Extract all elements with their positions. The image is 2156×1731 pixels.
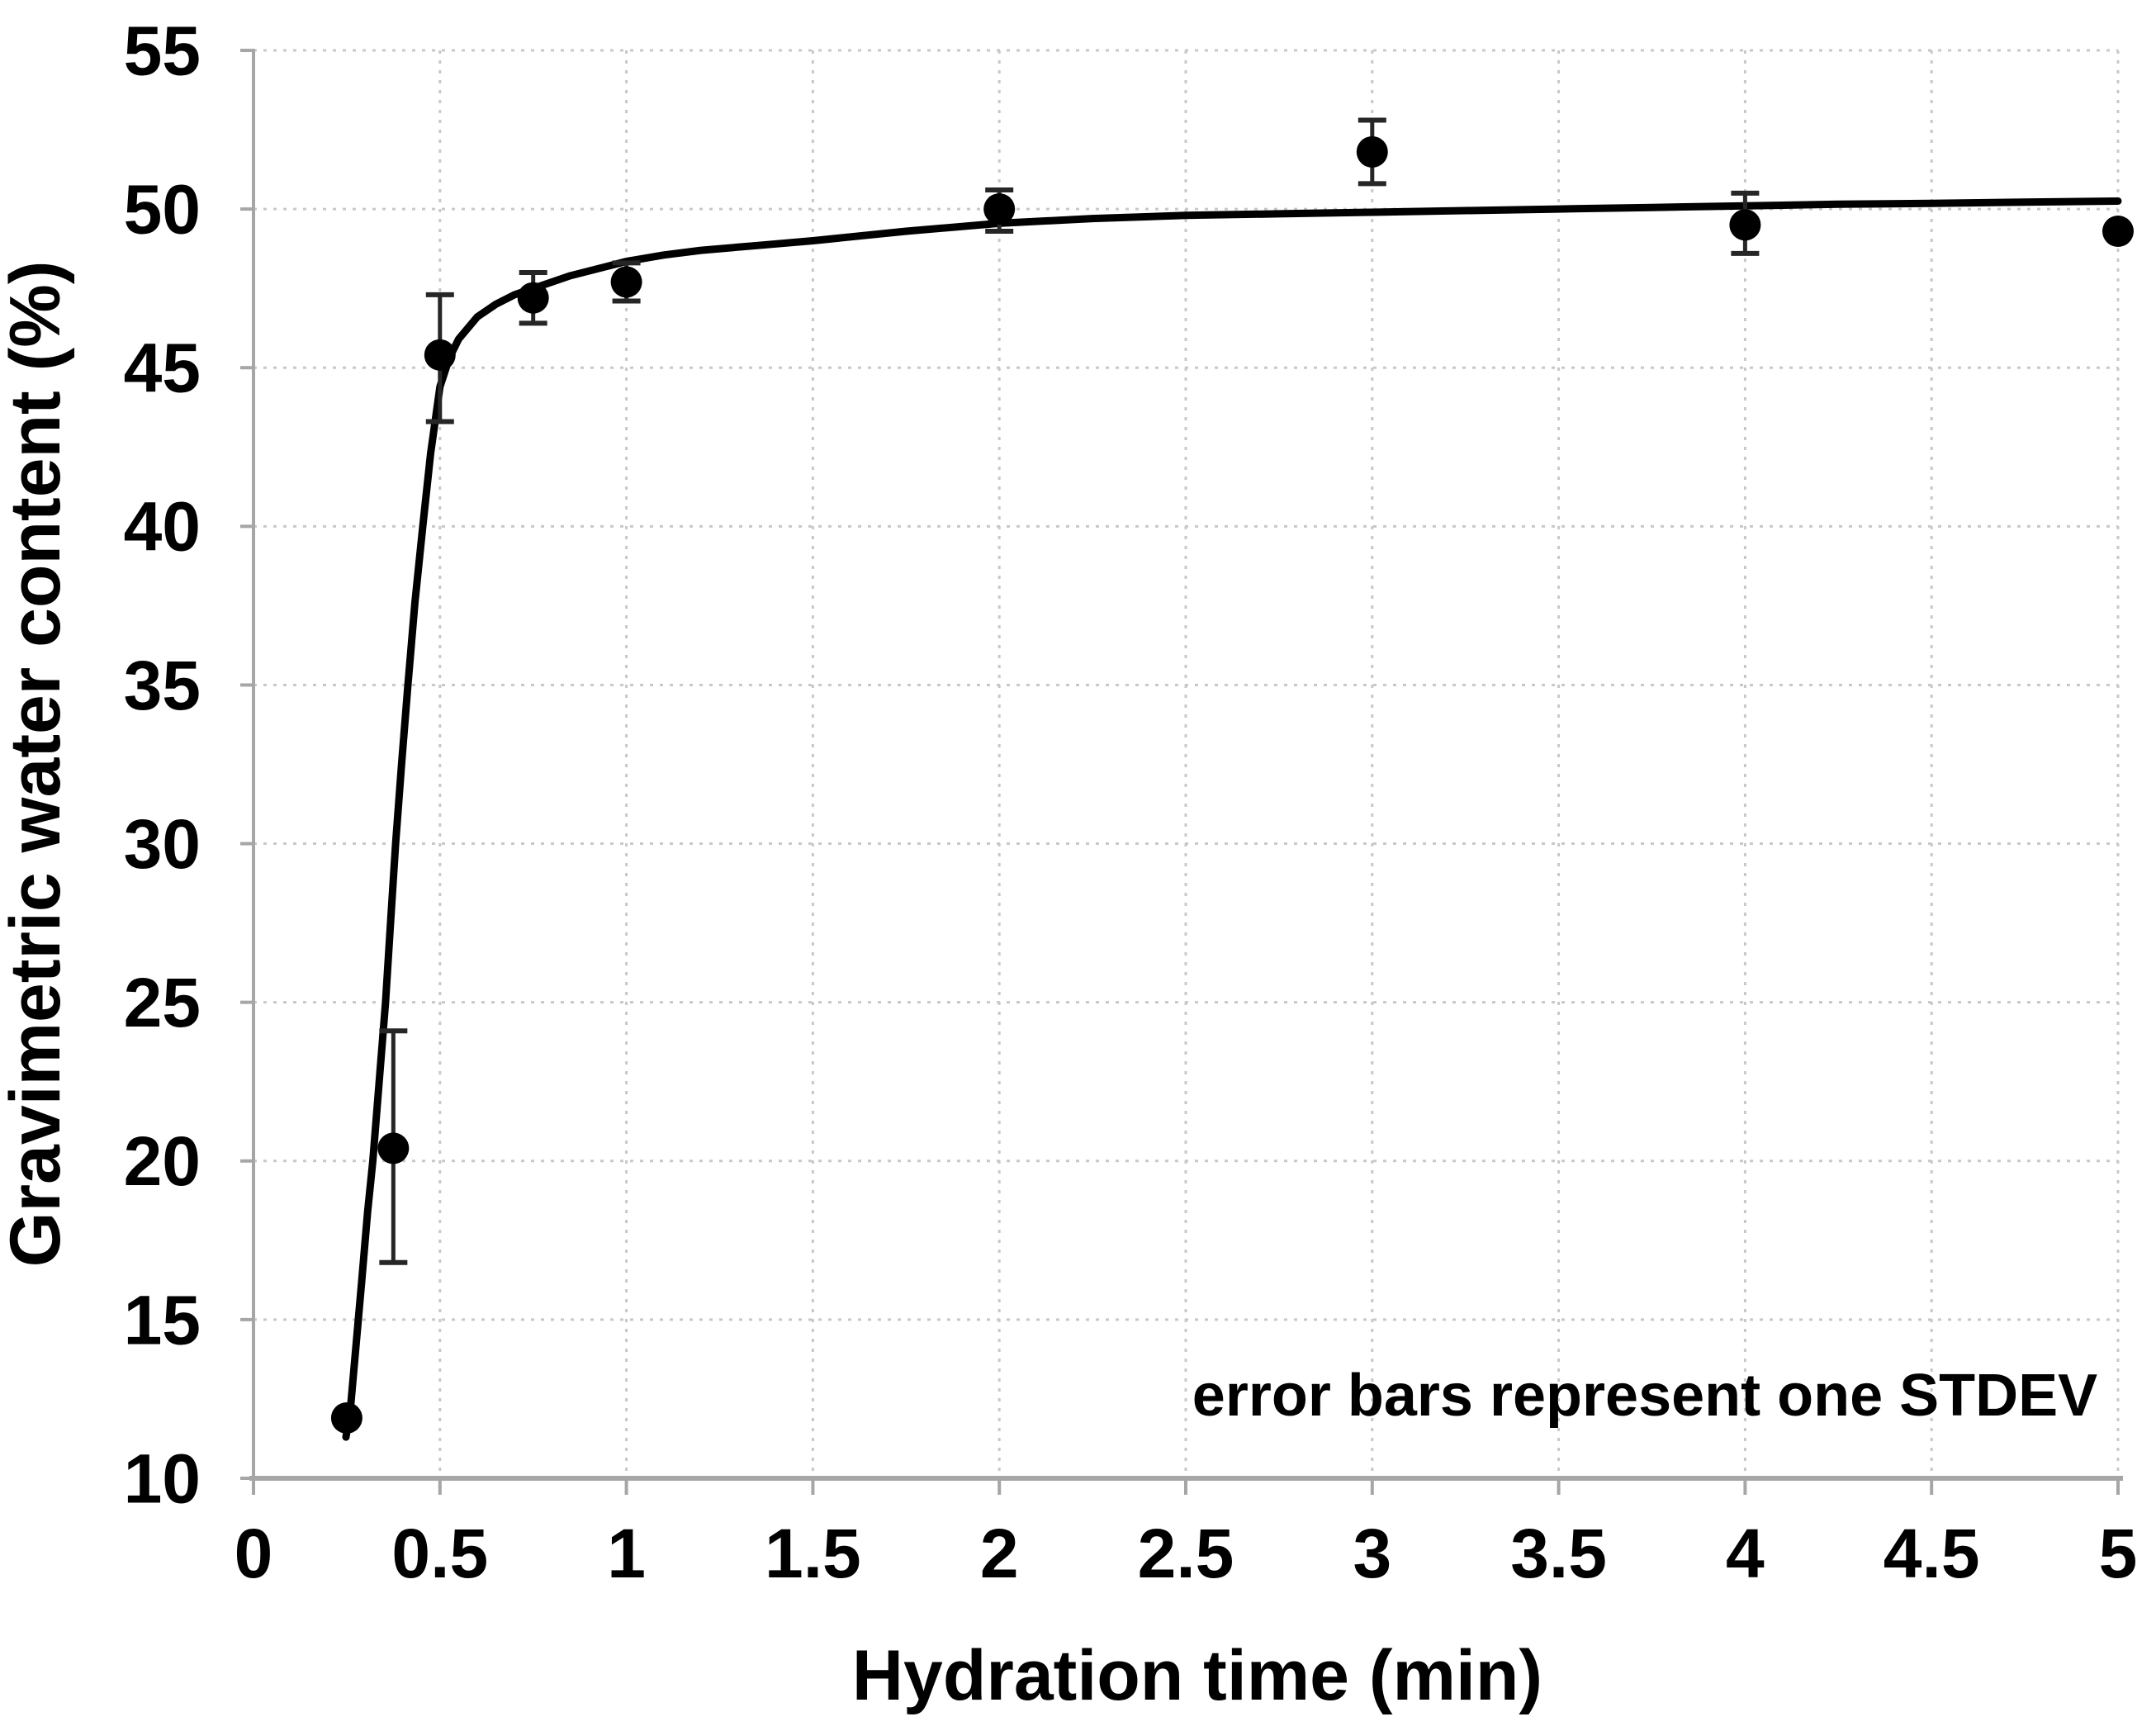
x-tick-label: 1.5: [765, 1515, 861, 1592]
data-point-marker: [1729, 209, 1761, 241]
y-tick-label: 30: [124, 805, 201, 883]
x-tick-label: 2: [980, 1515, 1019, 1592]
x-tick-label: 0: [235, 1515, 273, 1592]
axis-ticks: [240, 49, 2120, 1495]
y-axis-title: Gravimetric water content (%): [0, 261, 75, 1268]
y-tick-label: 10: [124, 1439, 201, 1517]
y-tick-label: 25: [124, 964, 201, 1041]
fit-curve-path: [342, 197, 2122, 1441]
fit-line: [342, 197, 2122, 1441]
x-tick-label: 4: [1726, 1515, 1765, 1592]
tick-labels: 10 15 20 25 30 35 40 45 50 55 0 0.5 1 1.5 2 2.5 3 3.5 4 4.5…: [124, 12, 2138, 1592]
data-point-marker: [424, 339, 456, 371]
y-tick-label: 35: [124, 647, 201, 724]
x-tick-label: 0.5: [391, 1515, 488, 1592]
x-tick-label: 4.5: [1884, 1515, 1980, 1592]
data-points: [330, 117, 2134, 1434]
data-point-marker: [330, 1401, 362, 1434]
x-tick-label: 1: [607, 1515, 646, 1592]
data-point-marker: [983, 193, 1016, 225]
error-bar-annotation: error bars represent one STDEV: [1192, 1363, 2097, 1429]
data-point-marker: [610, 266, 642, 298]
y-tick-label: 45: [124, 330, 201, 407]
x-tick-label: 3.5: [1510, 1515, 1607, 1592]
y-tick-label: 55: [124, 12, 201, 89]
y-tick-label: 40: [124, 488, 201, 566]
y-tick-label: 15: [124, 1281, 201, 1359]
gridlines: [254, 49, 2120, 1478]
x-tick-label: 3: [1353, 1515, 1391, 1592]
x-axis-title: Hydration time (min): [852, 1636, 1542, 1715]
y-tick-label: 50: [124, 171, 201, 249]
data-point-marker: [377, 1132, 410, 1164]
data-point-marker: [517, 282, 549, 314]
data-point-marker: [1356, 135, 1388, 168]
data-point-marker: [2102, 216, 2134, 248]
x-tick-label: 2.5: [1138, 1515, 1234, 1592]
y-tick-label: 20: [124, 1122, 201, 1200]
x-tick-label: 5: [2099, 1515, 2138, 1592]
